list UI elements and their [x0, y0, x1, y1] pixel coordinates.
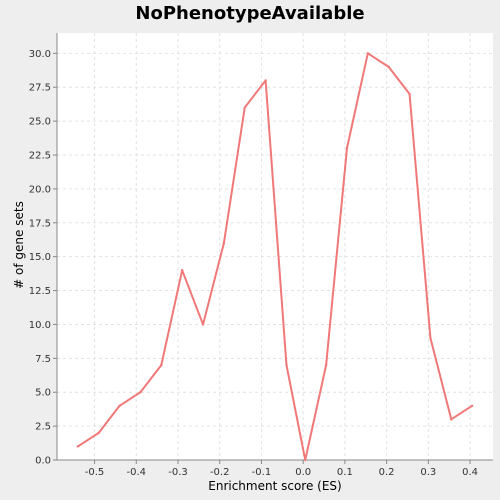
- data-point: [429, 336, 432, 340]
- x-axis-label: Enrichment score (ES): [208, 479, 341, 493]
- chart-title: NoPhenotypeAvailable: [135, 3, 364, 24]
- y-tick-label: 30.0: [29, 49, 51, 60]
- y-tick-label: 2.5: [35, 422, 51, 433]
- y-tick-label: 27.5: [29, 83, 51, 94]
- y-axis-ticks: 0.0 2.5 5.0 7.5 10.0 12.5 15.0 17.5 20.0 22.5 25.0…: [29, 49, 57, 467]
- y-tick-label: 12.5: [29, 286, 51, 297]
- y-tick-label: 22.5: [29, 151, 51, 162]
- x-tick-label: 0.1: [337, 467, 353, 478]
- x-axis-ticks: -0.5 -0.4 -0.3 -0.2 -0.1 0.0 0.1 0.2 0.3 0.4: [85, 460, 478, 478]
- y-axis-label: # of gene sets: [12, 201, 26, 289]
- data-point: [222, 241, 226, 245]
- y-tick-label: 5.0: [35, 388, 51, 399]
- grid: [57, 33, 493, 460]
- data-point: [470, 404, 474, 407]
- data-point: [450, 418, 453, 421]
- x-tick-label: -0.5: [85, 467, 105, 478]
- data-point: [304, 458, 307, 462]
- y-tick-label: 25.0: [29, 117, 51, 128]
- data-point: [118, 404, 121, 407]
- data-point: [285, 363, 288, 367]
- data-point: [387, 65, 390, 69]
- x-tick-label: -0.1: [252, 467, 272, 478]
- data-point: [366, 52, 370, 55]
- data-point: [180, 269, 184, 272]
- data-point: [160, 363, 163, 367]
- y-tick-label: 0.0: [35, 456, 51, 467]
- y-tick-label: 10.0: [29, 320, 51, 331]
- y-tick-label: 15.0: [29, 252, 51, 263]
- series-line: [77, 52, 473, 461]
- x-tick-label: 0.3: [420, 467, 436, 478]
- plot-area: [57, 33, 493, 460]
- x-tick-label: -0.2: [210, 467, 230, 478]
- data-point: [324, 363, 328, 367]
- y-tick-label: 20.0: [29, 184, 51, 195]
- axes: [56, 33, 493, 461]
- data-point: [97, 431, 100, 435]
- series-group: [76, 52, 474, 462]
- data-point: [201, 323, 205, 326]
- y-tick-label: 7.5: [35, 354, 51, 365]
- x-tick-label: 0.2: [379, 467, 395, 478]
- data-point: [76, 445, 80, 448]
- x-tick-label: -0.4: [127, 467, 147, 478]
- x-tick-label: 0.4: [462, 467, 478, 478]
- data-point: [345, 147, 349, 150]
- x-tick-label: -0.3: [168, 467, 188, 478]
- data-point: [139, 391, 142, 394]
- data-point: [243, 106, 246, 109]
- data-point: [264, 79, 267, 82]
- data-point: [408, 92, 411, 96]
- y-tick-label: 17.5: [29, 218, 51, 229]
- x-tick-label: 0.0: [295, 467, 311, 478]
